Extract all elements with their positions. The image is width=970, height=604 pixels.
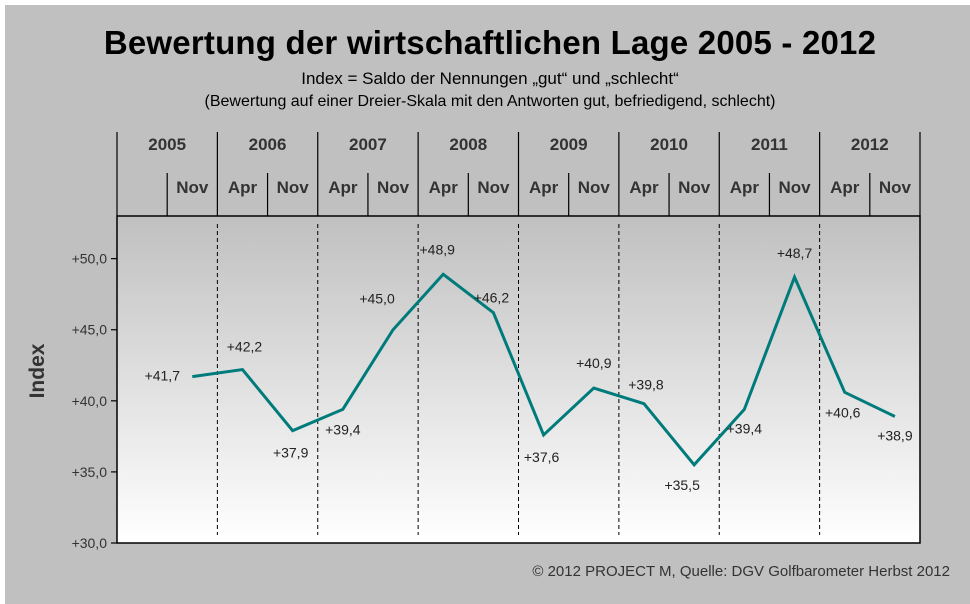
- month-label: Nov: [578, 178, 611, 197]
- data-label: +38,9: [877, 427, 913, 443]
- source-footer: © 2012 PROJECT M, Quelle: DGV Golfbarome…: [532, 563, 950, 580]
- data-label: +37,9: [273, 445, 309, 461]
- month-label: Nov: [377, 178, 410, 197]
- year-label: 2007: [349, 135, 387, 154]
- year-label: 2005: [148, 135, 186, 154]
- y-tick-label: +40,0: [72, 393, 108, 409]
- month-label: Apr: [830, 178, 860, 197]
- data-label: +46,2: [474, 290, 510, 306]
- year-label: 2010: [650, 135, 688, 154]
- data-label: +39,4: [325, 421, 361, 437]
- year-label: 2011: [751, 135, 788, 154]
- month-label: Nov: [176, 178, 209, 197]
- period-header: 2005 2006 2007 2008 2009 2010 2011 2012 Nov Apr No…: [116, 132, 921, 216]
- chart-title: Bewertung der wirtschaftlichen Lage 2005…: [103, 24, 877, 61]
- year-label: 2006: [249, 135, 287, 154]
- data-label: +40,6: [825, 404, 861, 420]
- y-tick-label: +35,0: [72, 464, 108, 480]
- month-label: Apr: [730, 178, 760, 197]
- data-label: +39,8: [628, 377, 664, 393]
- month-label: Nov: [477, 178, 510, 197]
- month-label: Apr: [629, 178, 659, 197]
- chart-subtitle-2: (Bewertung auf einer Dreier-Skala mit de…: [204, 93, 776, 110]
- y-tick-label: +45,0: [72, 322, 108, 338]
- data-label: +39,4: [727, 420, 763, 436]
- month-label: Apr: [328, 178, 358, 197]
- y-tick-label: +30,0: [72, 535, 108, 551]
- y-tick-label: +50,0: [72, 251, 108, 267]
- year-label: 2012: [851, 135, 889, 154]
- chart-subtitle: Index = Saldo der Nennungen „gut“ und „s…: [301, 69, 679, 88]
- series-line: [192, 272, 896, 468]
- series-index: [192, 272, 896, 468]
- month-label: Apr: [529, 178, 559, 197]
- data-label: +48,9: [420, 241, 456, 257]
- y-axis-label: Index: [26, 343, 49, 398]
- data-label: +35,5: [664, 477, 700, 493]
- month-label: Nov: [678, 178, 711, 197]
- data-labels: +41,7 +42,2 +37,9 +39,4 +45,0 +48,9 +46,2 +37,6…: [145, 241, 913, 493]
- data-label: +48,7: [777, 245, 813, 261]
- data-label: +40,9: [576, 355, 612, 371]
- month-label: Nov: [277, 178, 310, 197]
- data-label: +41,7: [145, 368, 181, 384]
- year-dividers: [216, 224, 821, 535]
- data-label: +42,2: [227, 339, 263, 355]
- year-label: 2008: [449, 135, 487, 154]
- month-label: Apr: [429, 178, 459, 197]
- data-label: +37,6: [524, 449, 560, 465]
- y-axis: +50,0 +45,0 +40,0 +35,0 +30,0: [72, 251, 117, 551]
- data-label: +45,0: [359, 291, 395, 307]
- month-label: Apr: [228, 178, 258, 197]
- month-label: Nov: [879, 178, 912, 197]
- month-label: Nov: [778, 178, 811, 197]
- year-label: 2009: [550, 135, 588, 154]
